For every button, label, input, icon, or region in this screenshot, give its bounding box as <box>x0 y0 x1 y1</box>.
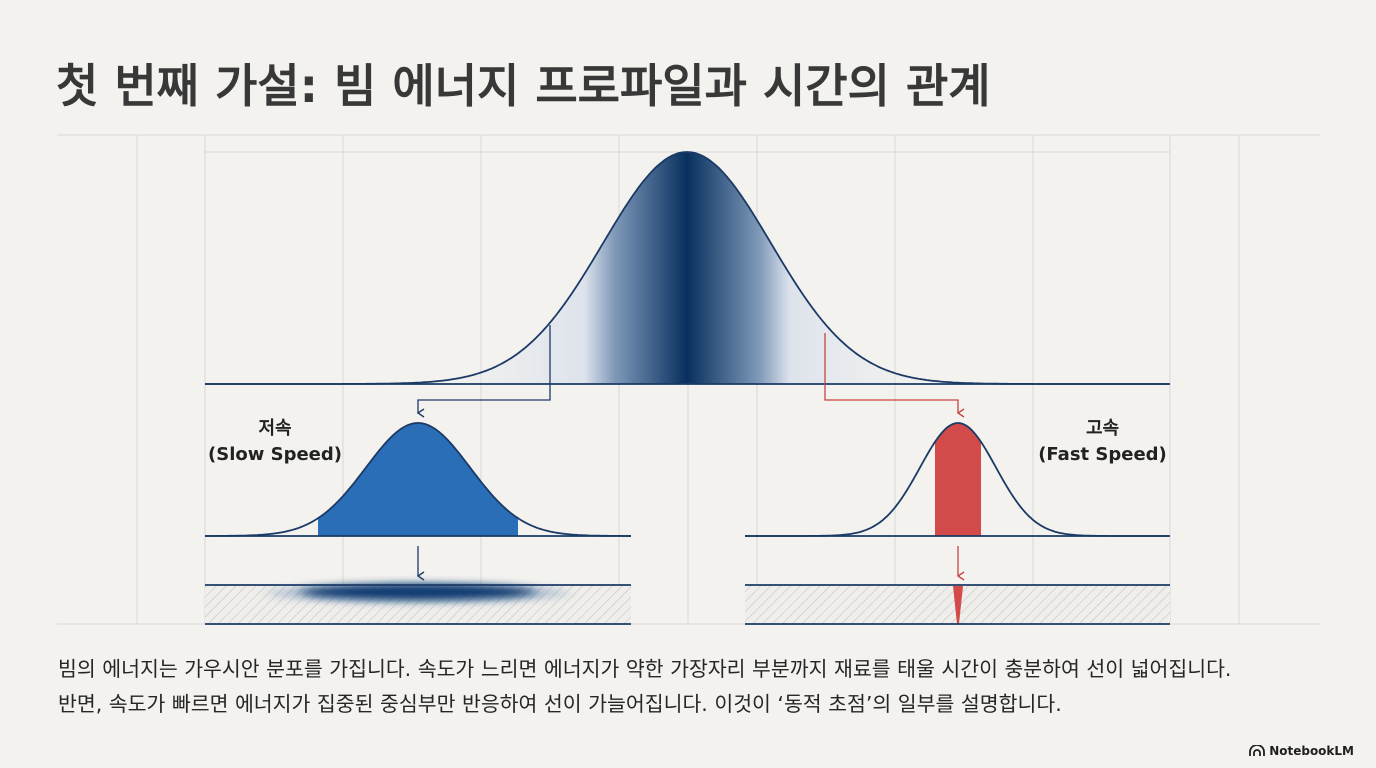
notebooklm-logo: NotebookLM <box>1249 744 1354 758</box>
fast-narrow-burn-line <box>953 586 963 624</box>
slow-speed-gaussian-fill <box>318 423 518 536</box>
fast-speed-label-ko: 고속 <box>1085 418 1120 439</box>
slow-speed-label-ko: 저속 <box>258 418 292 439</box>
caption-line-2: 반면, 속도가 빠르면 에너지가 집중된 중심부만 반응하여 선이 가늘어집니다… <box>58 692 1062 716</box>
notebooklm-icon <box>1249 745 1266 756</box>
explanation-caption: 빔의 에너지는 가우시안 분포를 가집니다. 속도가 느리면 에너지가 약한 가… <box>58 652 1338 722</box>
slow-speed-gaussian-curve <box>205 422 631 537</box>
fast-speed-label: 고속 (Fast Speed) <box>1030 416 1175 468</box>
slow-speed-label-en: (Slow Speed) <box>208 444 342 465</box>
notebooklm-logo-text: NotebookLM <box>1269 744 1354 758</box>
slow-speed-label: 저속 (Slow Speed) <box>200 416 350 468</box>
page-title: 첫 번째 가설: 빔 에너지 프로파일과 시간의 관계 <box>56 59 991 113</box>
slow-connector-arrow <box>418 325 551 413</box>
main-energy-gaussian-fill <box>430 152 944 384</box>
slow-wide-burn-line <box>268 583 568 603</box>
caption-line-1: 빔의 에너지는 가우시안 분포를 가집니다. 속도가 느리면 에너지가 약한 가… <box>58 657 1232 681</box>
fast-connector-arrow <box>824 333 958 413</box>
fast-speed-gaussian-fill <box>935 423 981 536</box>
fast-speed-label-en: (Fast Speed) <box>1038 444 1167 465</box>
